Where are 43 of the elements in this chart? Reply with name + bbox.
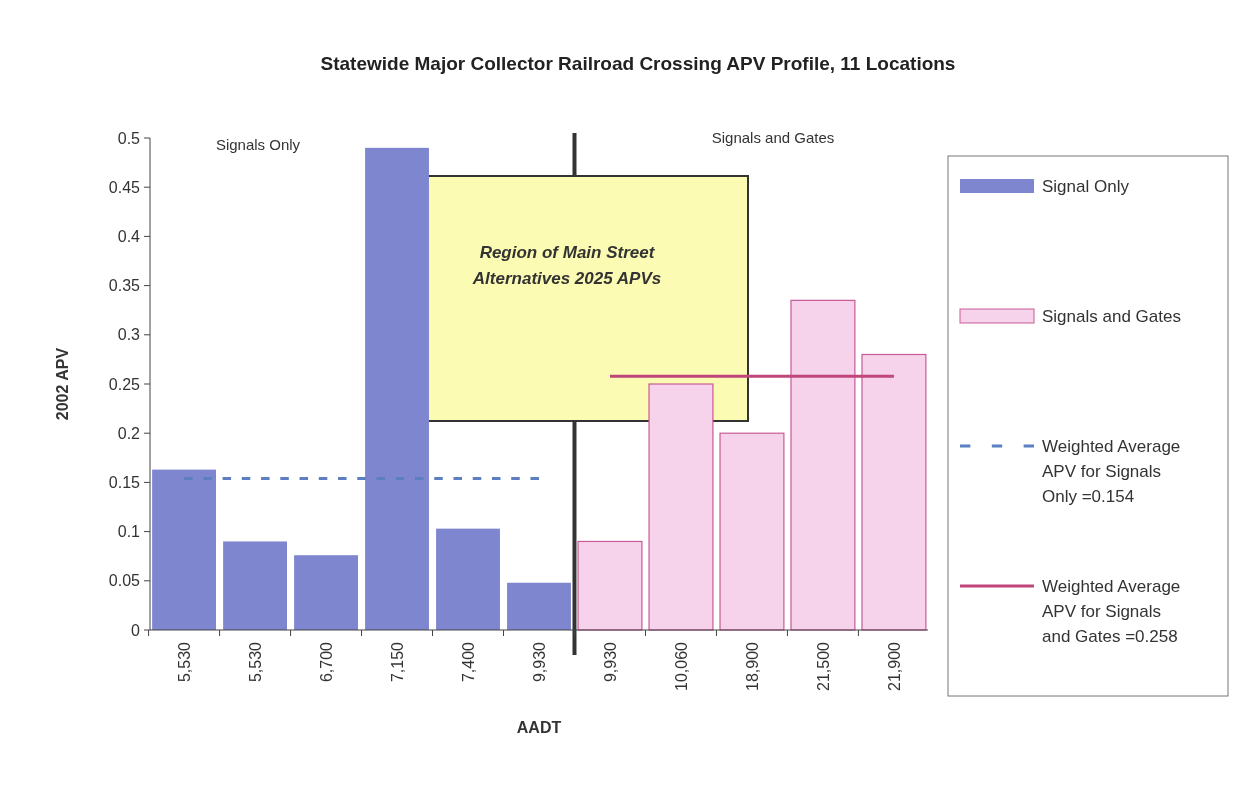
- x-tick-label: 7,150: [388, 641, 406, 683]
- bar: [152, 469, 217, 630]
- y-tick-label: 0.4: [117, 228, 141, 245]
- legend-label: Signals and Gates: [1042, 306, 1181, 326]
- x-tick-label: 7,400: [459, 641, 477, 683]
- bar: [577, 540, 643, 631]
- y-tick-label: 0.25: [108, 375, 141, 393]
- bar: [223, 541, 287, 630]
- bar: [365, 147, 429, 630]
- legend-label: Weighted Average APV for Signals and Gates =0.258: [1042, 576, 1181, 646]
- x-tick-label: 9,930: [530, 641, 548, 683]
- bar: [436, 528, 500, 630]
- annotation: Region of Main Street Alternatives 2025 APVs: [471, 243, 662, 288]
- legend-label: Weighted Average APV for Signals Only =0.154: [1042, 436, 1181, 506]
- y-tick-label: 0.1: [117, 523, 141, 541]
- y-tick-label: 0: [131, 621, 141, 639]
- y-tick-label: 0.5: [117, 129, 141, 147]
- bar: [790, 299, 856, 631]
- x-tick-label: 9,930: [601, 641, 619, 683]
- y-tick-label: 0.2: [117, 424, 141, 442]
- x-tick-label: 5,530: [246, 641, 264, 683]
- annotation: Signals Only: [215, 136, 301, 153]
- x-tick-label: 21,900: [885, 641, 903, 691]
- y-tick-label: 0.15: [108, 474, 141, 491]
- y-tick-label: 0.05: [108, 572, 141, 590]
- bar: [648, 383, 714, 631]
- y-axis-title: 2002 APV: [54, 347, 71, 421]
- x-tick-label: 21,500: [814, 641, 832, 691]
- bar: [294, 555, 358, 630]
- x-tick-label: 10,060: [672, 641, 690, 691]
- annotation: Signals and Gates: [711, 129, 835, 146]
- y-tick-label: 0.35: [108, 277, 141, 295]
- x-tick-label: 6,700: [317, 641, 335, 683]
- bar: [719, 432, 785, 631]
- y-tick-label: 0.3: [117, 326, 141, 344]
- bar: [861, 353, 927, 631]
- y-tick-label: 0.45: [108, 178, 141, 196]
- x-tick-label: 18,900: [743, 641, 761, 691]
- bar: [507, 582, 571, 630]
- x-axis-title: AADT: [516, 719, 562, 736]
- legend-label: Signal Only: [1042, 176, 1130, 196]
- x-tick-label: 5,530: [175, 641, 193, 683]
- chart-title: Statewide Major Collector Railroad Crossing APV Profile, 11 Locations: [320, 53, 956, 74]
